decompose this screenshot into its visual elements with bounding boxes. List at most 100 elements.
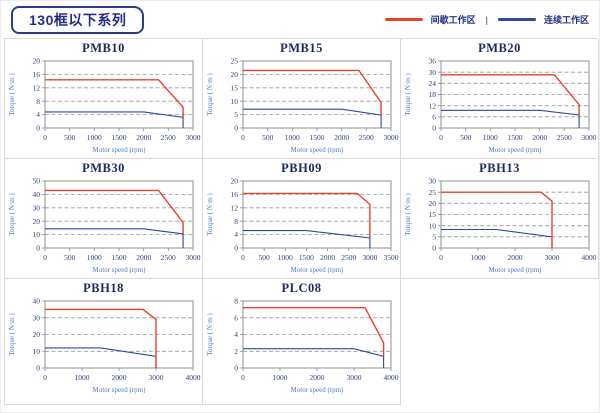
svg-text:20: 20 — [33, 57, 41, 66]
svg-text:Torque ( N·m ): Torque ( N·m ) — [404, 73, 412, 116]
chart-title: PMB10 — [82, 41, 125, 55]
svg-text:Motor speed (rpm): Motor speed (rpm) — [489, 266, 543, 274]
svg-text:0: 0 — [241, 253, 245, 262]
svg-text:0: 0 — [43, 133, 47, 142]
svg-text:0: 0 — [43, 253, 47, 262]
svg-text:4000: 4000 — [582, 253, 597, 262]
chart-plot: 0 10 20 30 40 0 1000 2000 3000 4000 Motor speed (r… — [8, 297, 201, 394]
svg-text:0: 0 — [432, 244, 436, 253]
svg-text:1000: 1000 — [87, 133, 102, 142]
legend-intermittent-label: 间歇工作区 — [430, 15, 476, 25]
svg-text:4: 4 — [234, 230, 238, 239]
svg-text:10: 10 — [231, 97, 239, 106]
svg-text:Torque ( N·m ): Torque ( N·m ) — [206, 193, 214, 236]
chart-cell-pbh13: PBH13 0 5 10 15 20 25 30 0 1000 2000 3000 4000 Motor … — [401, 159, 599, 279]
svg-text:8: 8 — [234, 217, 238, 226]
svg-text:20: 20 — [231, 70, 239, 79]
svg-text:2500: 2500 — [359, 133, 374, 142]
svg-text:0: 0 — [439, 253, 443, 262]
svg-text:16: 16 — [231, 190, 239, 199]
svg-text:2500: 2500 — [341, 253, 356, 262]
svg-text:500: 500 — [64, 253, 76, 262]
svg-text:2000: 2000 — [320, 253, 335, 262]
chart-plot: 0 5 10 15 20 25 30 0 1000 2000 3000 4000 Motor speed… — [404, 177, 597, 274]
svg-text:2000: 2000 — [112, 373, 127, 382]
chart-plot: 0 5 10 15 20 25 0 500 1000 1500 2000 2500 3000 Motor … — [206, 57, 399, 154]
svg-text:1000: 1000 — [471, 253, 486, 262]
chart-cell-pbh18: PBH18 0 10 20 30 40 0 1000 2000 3000 4000 Motor spe… — [5, 279, 203, 405]
chart-title: PMB20 — [478, 41, 521, 55]
svg-text:30: 30 — [429, 68, 437, 77]
chart-title: PMB30 — [82, 161, 125, 175]
svg-text:12: 12 — [429, 101, 437, 110]
svg-text:Motor speed (rpm): Motor speed (rpm) — [291, 266, 345, 274]
svg-text:3000: 3000 — [186, 133, 201, 142]
svg-text:1500: 1500 — [112, 253, 127, 262]
svg-text:20: 20 — [231, 177, 239, 186]
page-title: 130框以下系列 — [11, 5, 145, 34]
svg-text:0: 0 — [234, 364, 238, 373]
svg-text:3000: 3000 — [582, 133, 597, 142]
svg-text:2000: 2000 — [136, 253, 151, 262]
chart-title: PLC08 — [281, 281, 322, 295]
svg-text:20: 20 — [33, 330, 41, 339]
svg-text:3500: 3500 — [384, 253, 399, 262]
svg-text:2500: 2500 — [161, 133, 176, 142]
svg-text:0: 0 — [234, 124, 238, 133]
svg-text:0: 0 — [241, 133, 245, 142]
svg-text:4: 4 — [36, 110, 40, 119]
svg-text:12: 12 — [33, 83, 41, 92]
svg-text:1500: 1500 — [299, 253, 314, 262]
svg-text:1000: 1000 — [483, 133, 498, 142]
svg-text:0: 0 — [439, 133, 443, 142]
svg-text:40: 40 — [33, 297, 41, 306]
svg-text:1000: 1000 — [285, 133, 300, 142]
svg-text:25: 25 — [429, 188, 437, 197]
svg-text:Torque ( N·m ): Torque ( N·m ) — [206, 313, 214, 356]
svg-text:30: 30 — [33, 313, 41, 322]
svg-text:Torque ( N·m ): Torque ( N·m ) — [8, 313, 16, 356]
svg-text:1000: 1000 — [278, 253, 293, 262]
svg-text:500: 500 — [262, 133, 274, 142]
svg-text:1500: 1500 — [310, 133, 325, 142]
chart-cell-pmb10: PMB10 0 4 8 12 16 20 0 500 1000 1500 2000 2500 3000 Mo… — [5, 39, 203, 159]
svg-text:Motor speed (rpm): Motor speed (rpm) — [93, 266, 147, 274]
svg-text:Motor speed (rpm): Motor speed (rpm) — [291, 386, 345, 394]
svg-text:4: 4 — [234, 330, 238, 339]
svg-text:Torque ( N·m ): Torque ( N·m ) — [8, 193, 16, 236]
svg-text:8: 8 — [36, 97, 40, 106]
svg-text:5: 5 — [432, 232, 436, 241]
svg-text:25: 25 — [231, 57, 239, 66]
svg-text:2000: 2000 — [532, 133, 547, 142]
svg-text:4000: 4000 — [186, 373, 201, 382]
svg-text:500: 500 — [258, 253, 270, 262]
svg-text:0: 0 — [241, 373, 245, 382]
svg-text:1000: 1000 — [87, 253, 102, 262]
svg-text:2000: 2000 — [310, 373, 325, 382]
svg-text:3000: 3000 — [149, 373, 164, 382]
chart-cell-pmb15: PMB15 0 5 10 15 20 25 0 500 1000 1500 2000 2500 3000 M… — [203, 39, 401, 159]
legend-continuous-label: 连续工作区 — [543, 15, 589, 25]
svg-text:50: 50 — [33, 177, 41, 186]
svg-text:2000: 2000 — [136, 133, 151, 142]
svg-text:Torque ( N·m ): Torque ( N·m ) — [206, 73, 214, 116]
svg-text:16: 16 — [33, 70, 41, 79]
svg-text:5: 5 — [234, 110, 238, 119]
chart-title: PBH09 — [281, 161, 322, 175]
legend: 间歇工作区 | 连续工作区 — [384, 13, 589, 26]
svg-text:500: 500 — [64, 133, 76, 142]
svg-text:2000: 2000 — [508, 253, 523, 262]
svg-text:8: 8 — [234, 297, 238, 306]
chart-plot: 0 2 4 6 8 0 1000 2000 3000 4000 Motor speed (rpm) T… — [206, 297, 399, 394]
svg-text:30: 30 — [33, 203, 41, 212]
empty-cell — [401, 279, 599, 405]
svg-text:40: 40 — [33, 190, 41, 199]
svg-text:4000: 4000 — [384, 373, 399, 382]
svg-text:6: 6 — [432, 112, 436, 121]
svg-text:Motor speed (rpm): Motor speed (rpm) — [93, 146, 147, 154]
svg-text:Torque ( N·m ): Torque ( N·m ) — [8, 73, 16, 116]
svg-text:30: 30 — [429, 177, 437, 186]
svg-text:20: 20 — [33, 217, 41, 226]
svg-text:3000: 3000 — [186, 253, 201, 262]
svg-text:15: 15 — [429, 210, 437, 219]
